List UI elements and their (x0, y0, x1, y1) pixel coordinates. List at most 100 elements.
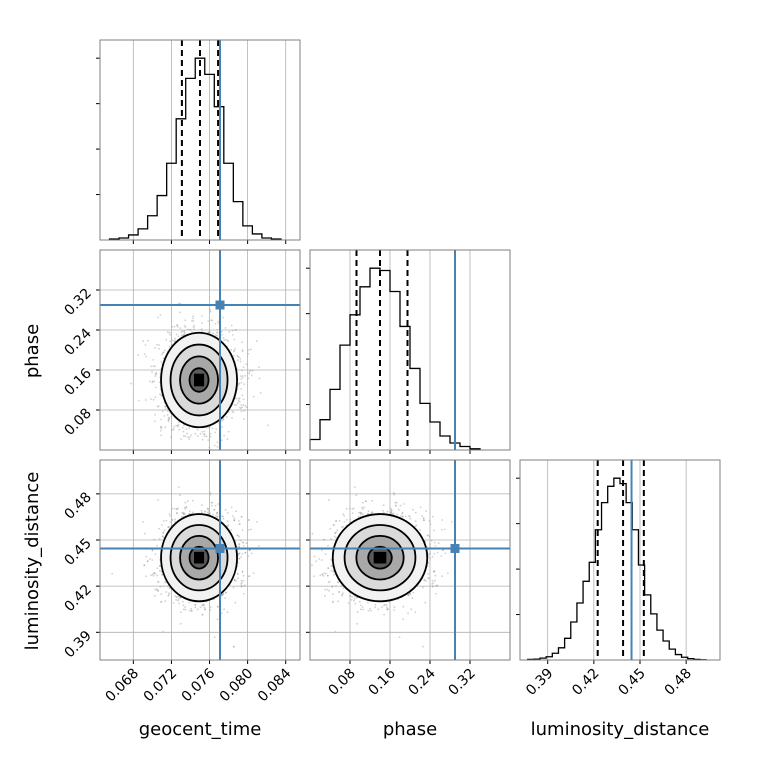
scatter-geocent-time-vs-luminosity-distance-point (167, 594, 170, 597)
scatter-geocent-time-vs-luminosity-distance-point (248, 549, 251, 551)
scatter-geocent-time-vs-phase-point (160, 418, 163, 421)
scatter-geocent-time-vs-phase-density-peak (193, 373, 205, 387)
scatter-geocent-time-vs-phase-point (184, 332, 187, 335)
scatter-geocent-time-vs-phase-point (243, 409, 246, 412)
scatter-phase-vs-luminosity-distance-point (427, 573, 430, 575)
scatter-geocent-time-vs-phase-point (231, 416, 233, 419)
scatter-geocent-time-vs-luminosity-distance-point (157, 580, 160, 583)
scatter-phase-vs-luminosity-distance-point (412, 508, 414, 511)
scatter-geocent-time-vs-luminosity-distance-point (176, 596, 178, 598)
scatter-geocent-time-vs-luminosity-distance-point (190, 610, 193, 612)
scatter-geocent-time-vs-phase-point (215, 428, 218, 431)
scatter-geocent-time-vs-luminosity-distance-point (186, 500, 189, 503)
scatter-geocent-time-vs-luminosity-distance-point (237, 577, 239, 580)
scatter-geocent-time-vs-luminosity-distance-point (244, 584, 246, 587)
scatter-phase-vs-luminosity-distance-contour-0 (367, 545, 393, 570)
scatter-geocent-time-vs-luminosity-distance-point (192, 499, 194, 502)
scatter-phase-vs-luminosity-distance-point (396, 513, 399, 516)
scatter-geocent-time-vs-phase-point (222, 316, 225, 319)
scatter-geocent-time-vs-luminosity-distance-point (244, 551, 247, 554)
scatter-phase-vs-luminosity-distance-point (323, 538, 326, 541)
scatter-phase-vs-luminosity-distance-point (401, 512, 404, 515)
scatter-geocent-time-vs-luminosity-distance-point (190, 610, 193, 612)
scatter-geocent-time-vs-luminosity-distance-point (165, 591, 168, 593)
scatter-phase-vs-luminosity-distance-point (342, 525, 344, 528)
scatter-geocent-time-vs-luminosity-distance-point (161, 535, 164, 538)
scatter-geocent-time-vs-luminosity-distance-point (243, 592, 245, 595)
scatter-geocent-time-vs-phase-point (240, 388, 243, 390)
scatter-geocent-time-vs-phase-point (237, 399, 240, 402)
scatter-phase-vs-luminosity-distance-point (433, 553, 436, 555)
scatter-geocent-time-vs-luminosity-distance-point (242, 541, 245, 544)
scatter-geocent-time-vs-phase-point (160, 427, 162, 430)
scatter-phase-vs-luminosity-distance-point (343, 514, 346, 517)
scatter-geocent-time-vs-phase-point (233, 350, 236, 353)
hist-geocent-time-steps (108, 57, 282, 240)
scatter-geocent-time-vs-luminosity-distance-point (160, 593, 163, 595)
scatter-geocent-time-vs-luminosity-distance-point (182, 513, 185, 515)
scatter-phase-vs-luminosity-distance-point (429, 545, 431, 548)
scatter-geocent-time-vs-phase-point (170, 436, 173, 439)
scatter-phase-vs-luminosity-distance-point (323, 572, 326, 575)
scatter-geocent-time-vs-phase-point (159, 314, 162, 316)
scatter-geocent-time-vs-phase-point (207, 320, 210, 322)
scatter-phase-vs-luminosity-distance-point (357, 515, 360, 518)
scatter-geocent-time-vs-luminosity-distance-point (177, 598, 180, 600)
scatter-geocent-time-vs-phase-point (167, 410, 169, 412)
scatter-phase-vs-luminosity-distance-panel: 0.08 0.16 0.24 0.32 (306, 459, 511, 699)
scatter-phase-vs-luminosity-distance-point (436, 584, 438, 587)
scatter-geocent-time-vs-phase-point (237, 359, 239, 362)
scatter-phase-vs-luminosity-distance-point (431, 579, 434, 582)
scatter-geocent-time-vs-phase-point (168, 417, 171, 420)
scatter-geocent-time-vs-luminosity-distance-point (176, 512, 178, 515)
scatter-geocent-time-vs-luminosity-distance-point (216, 511, 219, 514)
scatter-geocent-time-vs-phase-point (241, 406, 243, 409)
scatter-geocent-time-vs-luminosity-distance-point (241, 553, 244, 555)
scatter-geocent-time-vs-phase-point (247, 377, 250, 380)
scatter-geocent-time-vs-luminosity-distance-point (171, 507, 174, 510)
scatter-geocent-time-vs-luminosity-distance-point (222, 517, 225, 520)
scatter-phase-vs-luminosity-distance-point (383, 613, 385, 616)
scatter-geocent-time-vs-phase-point (227, 340, 230, 343)
scatter-geocent-time-vs-phase-point (209, 331, 212, 333)
scatter-phase-vs-luminosity-distance-point (351, 508, 354, 510)
scatter-phase-vs-luminosity-distance-point (386, 608, 389, 610)
scatter-geocent-time-vs-luminosity-distance-point (199, 606, 202, 609)
scatter-phase-vs-luminosity-distance-point (407, 612, 409, 615)
scatter-geocent-time-vs-phase-point (216, 331, 218, 334)
scatter-geocent-time-vs-luminosity-distance-point (225, 591, 227, 594)
scatter-phase-vs-luminosity-distance-point (427, 553, 430, 556)
scatter-geocent-time-vs-phase-point (233, 338, 236, 341)
scatter-phase-vs-luminosity-distance-point (334, 630, 337, 633)
scatter-geocent-time-vs-luminosity-distance-point (156, 581, 159, 584)
scatter-geocent-time-vs-luminosity-distance-point (237, 534, 240, 537)
scatter-phase-vs-luminosity-distance-point (434, 574, 437, 577)
scatter-phase-vs-luminosity-distance-point (398, 508, 400, 511)
scatter-geocent-time-vs-phase-point (239, 360, 242, 363)
scatter-geocent-time-vs-phase-point (225, 338, 228, 341)
scatter-phase-vs-luminosity-distance-point (390, 507, 392, 510)
scatter-phase-vs-luminosity-distance-point (345, 519, 348, 521)
scatter-geocent-time-vs-luminosity-distance-point (111, 572, 114, 575)
scatter-geocent-time-vs-luminosity-distance-point (188, 601, 191, 604)
scatter-phase-vs-luminosity-distance-point (384, 603, 386, 606)
scatter-geocent-time-vs-phase-point (232, 411, 235, 414)
scatter-phase-vs-luminosity-distance-point (321, 559, 323, 561)
scatter-phase-vs-luminosity-distance-point (393, 606, 396, 609)
scatter-phase-vs-luminosity-distance-point (359, 604, 362, 607)
scatter-geocent-time-vs-phase-point (211, 319, 214, 322)
scatter-geocent-time-vs-luminosity-distance-point (167, 526, 170, 529)
scatter-geocent-time-vs-phase-point (241, 394, 244, 397)
scatter-geocent-time-vs-luminosity-distance-point (240, 515, 243, 518)
scatter-phase-vs-luminosity-distance-point (407, 594, 410, 597)
scatter-geocent-time-vs-phase-point (209, 432, 212, 435)
scatter-geocent-time-vs-phase-point (151, 381, 154, 384)
scatter-phase-vs-luminosity-distance-point (423, 519, 425, 522)
scatter-phase-vs-luminosity-distance-point (441, 575, 444, 578)
scatter-phase-vs-luminosity-distance-point (431, 583, 434, 585)
scatter-geocent-time-vs-phase-point (184, 319, 187, 322)
scatter-geocent-time-vs-luminosity-distance-point (202, 603, 205, 606)
scatter-phase-vs-luminosity-distance-point (393, 493, 396, 496)
scatter-geocent-time-vs-phase-point (147, 339, 149, 342)
scatter-geocent-time-vs-phase-point (244, 404, 247, 407)
